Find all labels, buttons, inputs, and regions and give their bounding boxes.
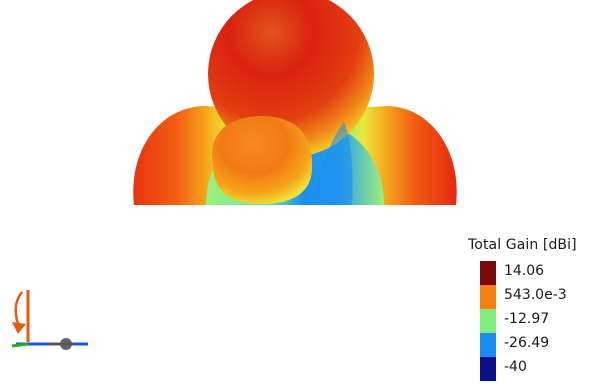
rotation-arrow-head: [12, 322, 26, 334]
legend-title: Total Gain [dBi]: [468, 237, 577, 253]
legend-swatch-4: [480, 333, 496, 357]
legend-label-3: -12.97: [504, 311, 550, 327]
y-axis-line: [11, 342, 29, 348]
xyz-axis-triad-icon[interactable]: [4, 284, 94, 359]
legend-label-4: -26.49: [504, 335, 550, 351]
legend-label-1: 14.06: [504, 263, 545, 279]
legend-swatch-5: [480, 357, 496, 381]
front-lobe: [212, 116, 313, 204]
legend-swatch-2: [480, 285, 496, 309]
low-gain-notch: [312, 122, 353, 205]
legend-label-5: -40: [504, 359, 527, 375]
gain-legend: Total Gain [dBi] 14.06 543.0e-3 -12.97 -…: [468, 237, 600, 387]
legend-swatch-3: [480, 309, 496, 333]
legend-swatch-1: [480, 261, 496, 285]
legend-label-2: 543.0e-3: [504, 287, 567, 303]
